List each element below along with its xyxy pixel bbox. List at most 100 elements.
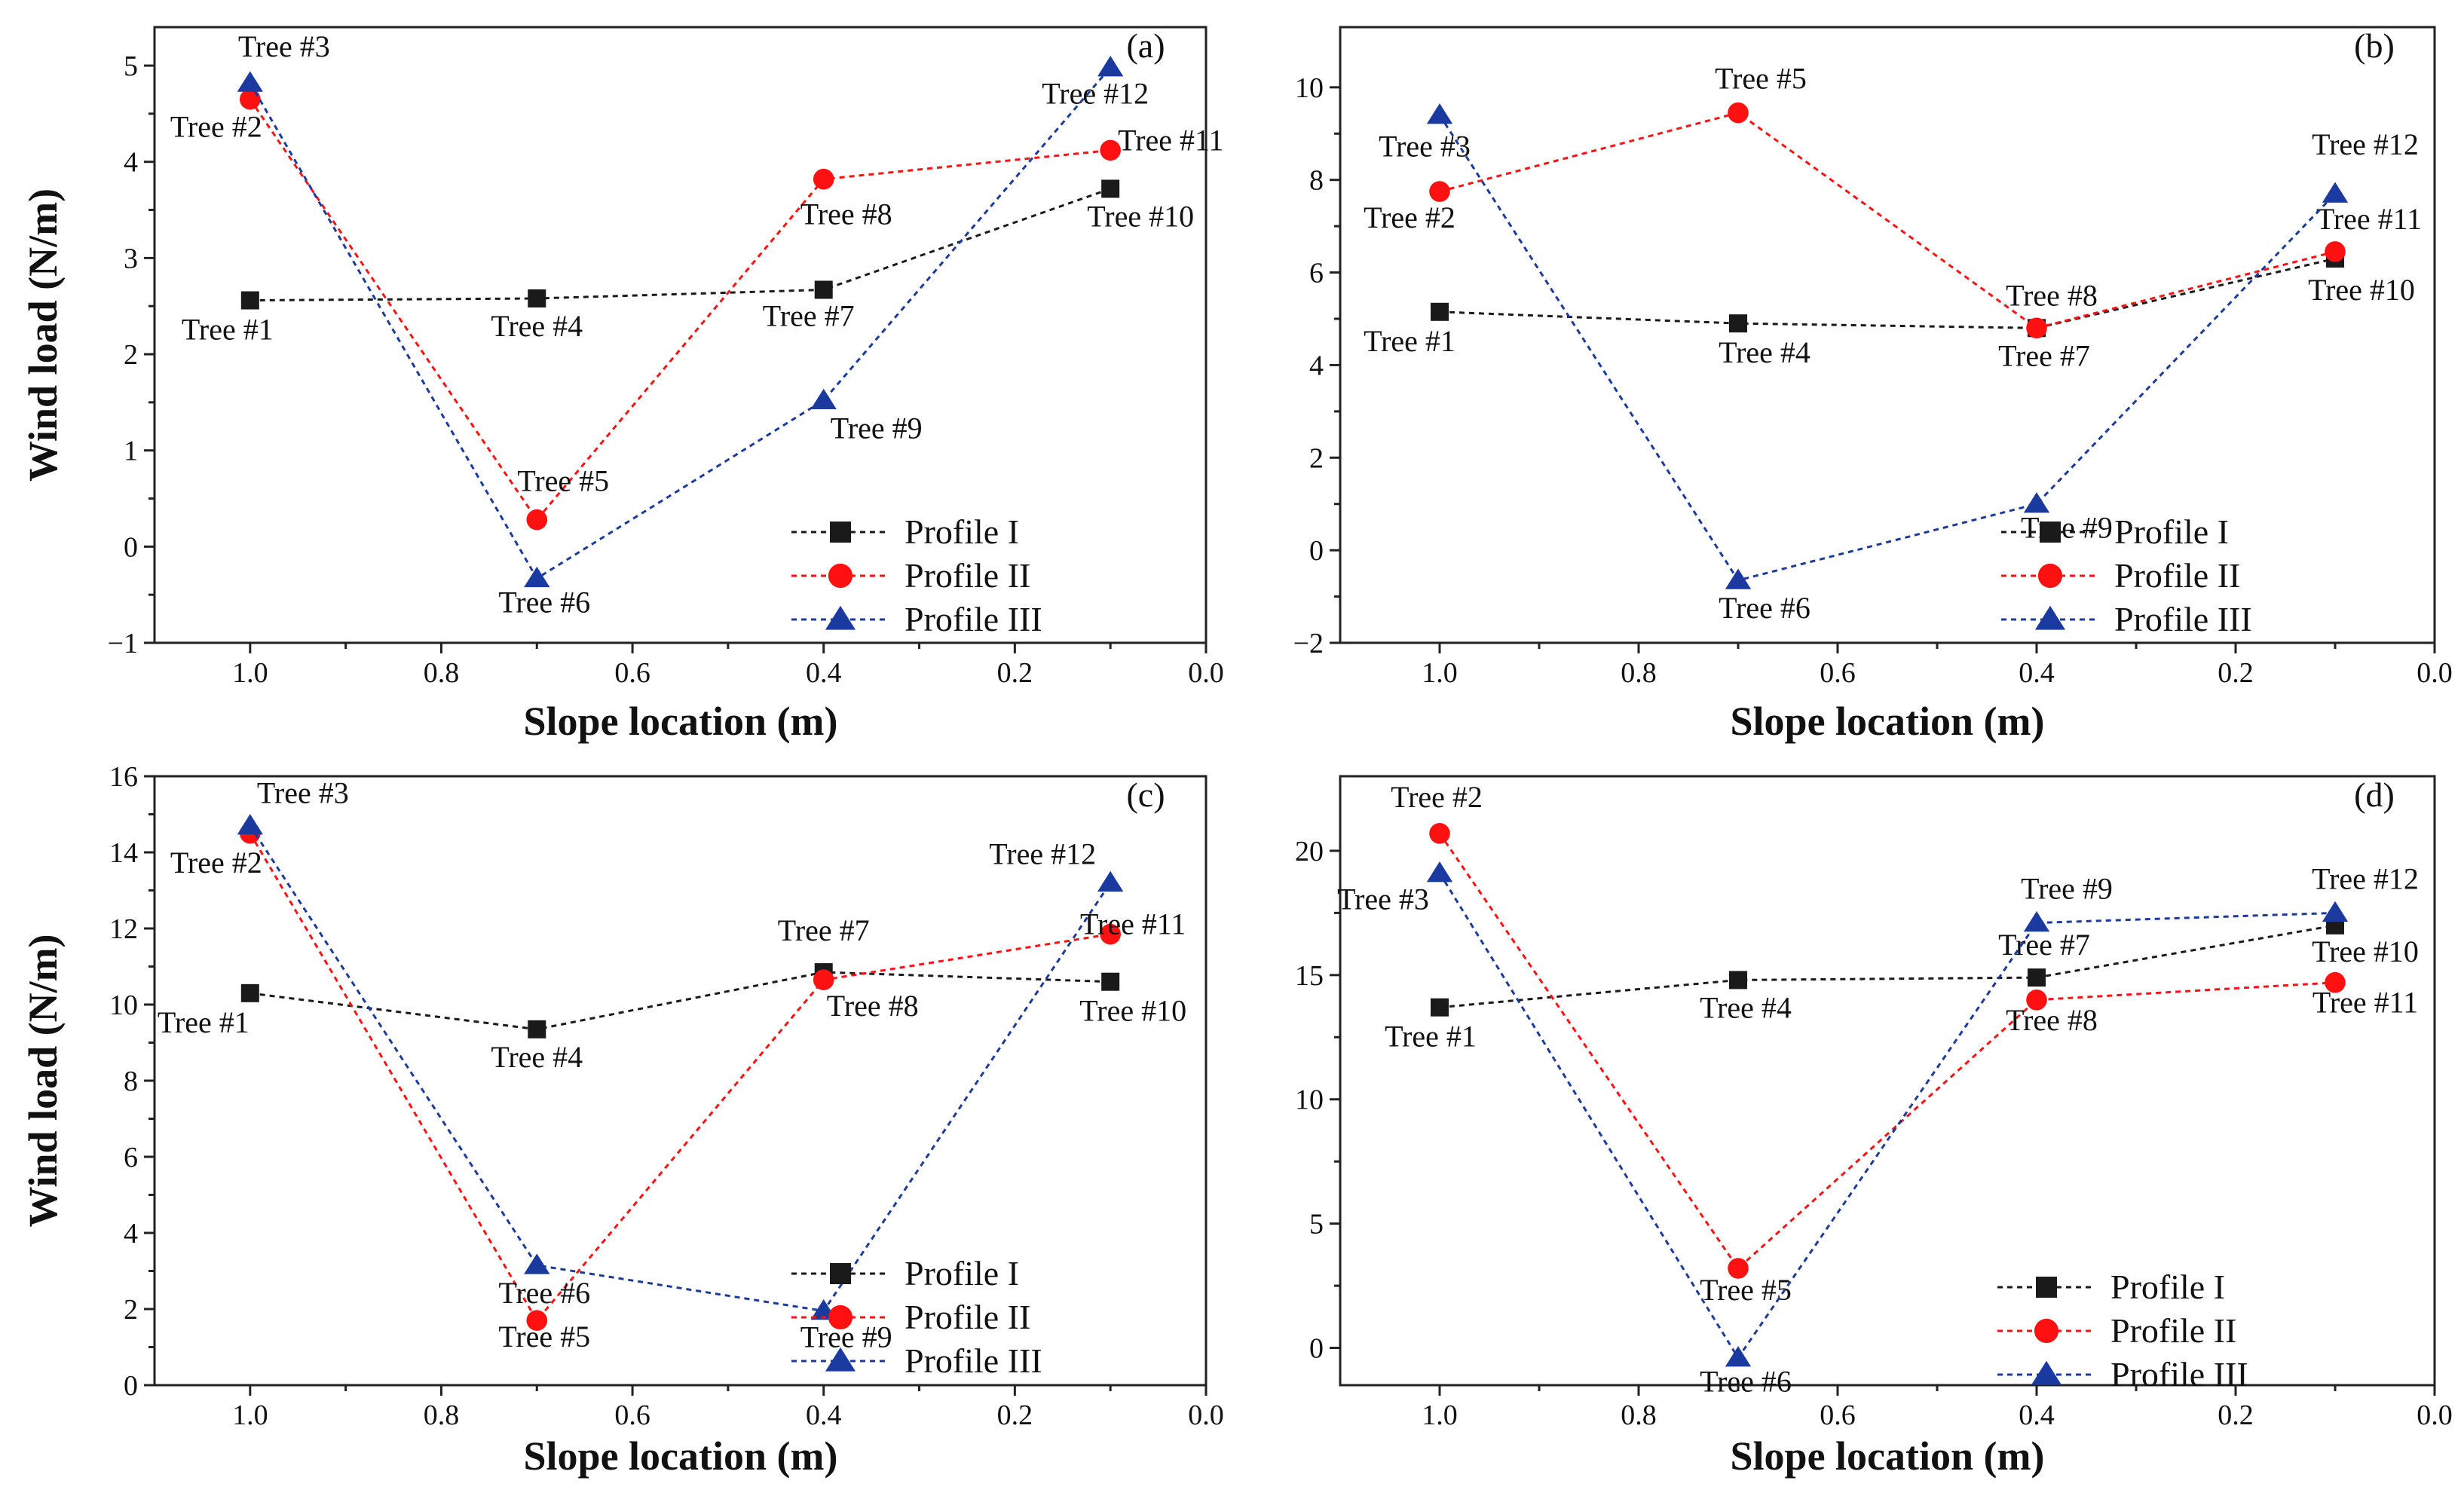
point-label: Tree #9	[831, 411, 923, 445]
data-point	[2028, 968, 2046, 987]
point-label: Tree #1	[158, 1005, 249, 1039]
x-tick-label: 1.0	[232, 1399, 268, 1431]
y-tick-label: 10	[1295, 1084, 1324, 1116]
data-point	[813, 969, 834, 990]
point-label: Tree #12	[2312, 861, 2419, 895]
series-group: Tree #1 Tree #4 Tree #7 Tree #10	[182, 179, 1194, 347]
panel-letter: (c)	[1126, 775, 1165, 814]
data-point	[2026, 317, 2047, 339]
data-point	[528, 289, 546, 307]
point-label: Tree #7	[1998, 338, 2090, 372]
y-tick-label: −2	[1293, 628, 1324, 659]
y-tick-label: 4	[1309, 350, 1324, 381]
x-axis-title: Slope location (m)	[524, 699, 838, 744]
y-tick-label: 8	[124, 1066, 138, 1097]
x-axis-title: Slope location (m)	[1731, 699, 2045, 744]
point-label: Tree #6	[498, 1276, 590, 1310]
legend-label: Profile III	[2110, 1355, 2248, 1393]
y-tick-label: 6	[124, 1142, 138, 1173]
point-label: Tree #10	[1079, 994, 1186, 1028]
data-point	[240, 88, 261, 110]
data-point	[524, 1253, 550, 1274]
data-point	[814, 280, 833, 299]
point-label: Tree #8	[827, 989, 919, 1023]
series-group: Tree #2 Tree #5 Tree #8 Tree #11	[1364, 62, 2422, 339]
point-label: Tree #11	[2316, 202, 2422, 236]
y-tick-label: 0	[1309, 1333, 1324, 1365]
x-tick-label: 0.4	[2019, 657, 2055, 689]
point-label: Tree #5	[517, 464, 609, 498]
point-label: Tree #1	[182, 313, 274, 347]
series-group: Tree #1 Tree #4 Tree #7 Tree #10	[158, 913, 1186, 1074]
point-label: Tree #6	[498, 585, 590, 619]
point-label: Tree #3	[1379, 130, 1471, 164]
legend: Profile I Profile II Profile III	[1997, 1268, 2248, 1393]
series-line	[249, 66, 1112, 580]
x-tick-label: 0.0	[1188, 657, 1224, 689]
series-line	[249, 188, 1111, 302]
data-point	[2023, 910, 2050, 932]
data-point	[2325, 971, 2346, 993]
data-point	[2322, 182, 2349, 203]
series-group: Tree #1 Tree #4 Tree #7 Tree #10	[1364, 249, 2415, 372]
data-point	[1729, 971, 1747, 990]
point-label: Tree #7	[778, 913, 870, 947]
x-tick-label: 0.6	[1820, 657, 1856, 689]
legend-label: Profile I	[904, 1254, 1019, 1292]
x-tick-label: 0.0	[2417, 657, 2453, 689]
x-tick-label: 0.8	[424, 657, 460, 689]
legend-marker	[830, 1263, 851, 1284]
x-tick-label: 0.4	[806, 657, 842, 689]
chart-panel: 1.0 0.8 0.6 0.4 0.2 0.0 −2 0 2 4 6 8 10 Slope locatio…	[1293, 26, 2453, 744]
series-line	[249, 832, 1111, 1323]
data-point	[1097, 56, 1124, 77]
legend-marker	[825, 1347, 856, 1372]
y-axis-title: Wind load (N/m)	[20, 188, 66, 482]
data-point	[1728, 102, 1749, 124]
point-label: Tree #4	[491, 1040, 583, 1074]
point-label: Tree #2	[170, 846, 262, 879]
data-point	[1101, 179, 1120, 198]
data-point	[528, 1020, 546, 1038]
legend: Profile I Profile II Profile III	[2001, 512, 2252, 638]
series-line	[1438, 833, 2336, 1271]
plot-frame	[1339, 26, 2436, 644]
series-line	[249, 824, 1112, 1313]
point-label: Tree #5	[1715, 62, 1807, 96]
y-tick-label: 12	[109, 913, 138, 945]
legend: Profile I Profile II Profile III	[791, 1254, 1042, 1380]
data-point	[1100, 923, 1121, 945]
series-line	[1439, 112, 2336, 329]
point-label: Tree #4	[1719, 335, 1811, 369]
y-tick-label: 10	[1295, 72, 1324, 104]
legend-marker	[2031, 1360, 2062, 1385]
x-tick-label: 0.8	[1621, 657, 1657, 689]
legend-label: Profile III	[904, 600, 1042, 638]
y-tick-label: 3	[124, 243, 138, 274]
legend-label: Profile II	[2110, 1311, 2236, 1350]
point-label: Tree #10	[2308, 273, 2415, 307]
series-group: Tree #1 Tree #4 Tree #7 Tree #10	[1385, 916, 2419, 1054]
legend-label: Profile III	[2114, 600, 2252, 638]
legend-marker	[2036, 1277, 2057, 1298]
point-label: Tree #1	[1385, 1020, 1477, 1054]
data-point	[524, 566, 550, 588]
y-tick-label: 16	[109, 761, 138, 793]
series-group: Tree #3 Tree #6 Tree #9 Tree #12	[237, 29, 1149, 619]
y-tick-label: 0	[124, 531, 138, 563]
data-point	[813, 168, 834, 190]
x-tick-label: 0.2	[2218, 657, 2254, 689]
x-tick-label: 0.6	[614, 657, 650, 689]
legend-marker	[825, 605, 856, 630]
series-line	[249, 98, 1111, 522]
legend-label: Profile I	[2110, 1268, 2225, 1306]
x-tick-label: 0.4	[2019, 1399, 2055, 1431]
y-tick-label: 1	[124, 436, 138, 467]
legend-marker	[2034, 1318, 2059, 1344]
data-point	[1729, 314, 1747, 333]
y-tick-label: 0	[1309, 535, 1324, 567]
point-label: Tree #12	[2312, 127, 2419, 161]
legend-marker	[2037, 563, 2063, 589]
y-tick-label: 6	[1309, 258, 1324, 289]
